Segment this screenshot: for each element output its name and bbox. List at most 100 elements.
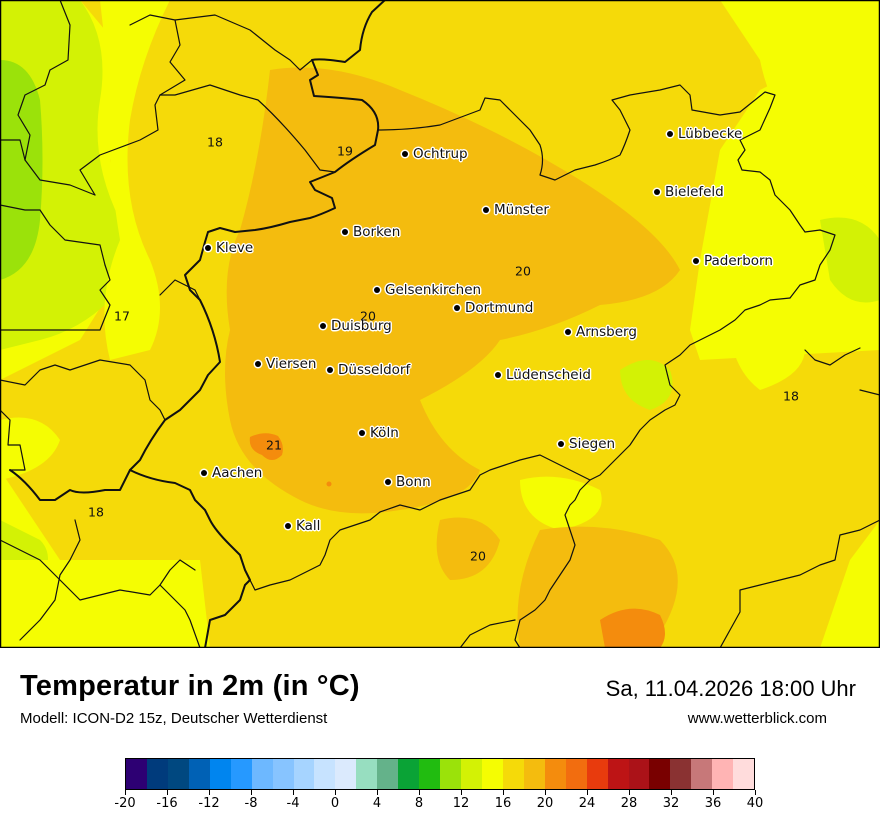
- colorbar-tick: [712, 790, 714, 795]
- city-dot-icon: [327, 367, 333, 373]
- colorbar-segment: [398, 759, 420, 789]
- colorbar-tick-label: -8: [244, 796, 258, 811]
- city-marker-viersen: Viersen: [255, 356, 316, 372]
- city-dot-icon: [454, 305, 460, 311]
- colorbar-segment: [565, 759, 587, 789]
- temperature-label: 20: [360, 308, 376, 324]
- map-title: Temperatur in 2m (in °C): [20, 670, 360, 702]
- colorbar-segment: [544, 759, 566, 789]
- colorbar-tick: [502, 790, 504, 795]
- city-dot-icon: [342, 229, 348, 235]
- city-dot-icon: [402, 151, 408, 157]
- city-dot-icon: [565, 329, 571, 335]
- colorbar-segment: [607, 759, 629, 789]
- colorbar-segment: [188, 759, 210, 789]
- temperature-colorbar: [125, 758, 755, 790]
- city-dot-icon: [205, 245, 211, 251]
- city-marker-paderborn: Paderborn: [693, 253, 773, 269]
- temperature-label: 20: [470, 548, 486, 564]
- city-marker-aachen: Aachen: [201, 465, 262, 481]
- temperature-label: 18: [207, 134, 223, 150]
- colorbar-tick: [334, 790, 336, 795]
- colorbar-segment: [146, 759, 168, 789]
- city-marker-kall: Kall: [285, 518, 320, 534]
- city-marker-siegen: Siegen: [558, 436, 615, 452]
- city-marker-arnsberg: Arnsberg: [565, 324, 637, 340]
- temperature-label: 18: [783, 388, 799, 404]
- city-marker-bonn: Bonn: [385, 474, 431, 490]
- colorbar-segment: [251, 759, 273, 789]
- city-marker-luebbecke: Lübbecke: [667, 126, 742, 142]
- colorbar-segment: [586, 759, 608, 789]
- colorbar-tick: [166, 790, 168, 795]
- colorbar-tick-label: -16: [156, 796, 178, 811]
- colorbar-tick-label: -12: [198, 796, 220, 811]
- city-marker-gelsenkirchen: Gelsenkirchen: [374, 282, 481, 298]
- colorbar-segment: [649, 759, 671, 789]
- city-dot-icon: [667, 131, 673, 137]
- city-dot-icon: [359, 430, 365, 436]
- colorbar-tick-label: 40: [746, 796, 764, 811]
- city-marker-luedenscheid: Lüdenscheid: [495, 367, 591, 383]
- colorbar-tick-label: 0: [330, 796, 340, 811]
- colorbar-tick: [460, 790, 462, 795]
- colorbar-segment: [628, 759, 650, 789]
- colorbar-segment: [126, 759, 147, 789]
- colorbar-segment: [209, 759, 231, 789]
- colorbar-tick-label: 8: [414, 796, 424, 811]
- city-marker-dortmund: Dortmund: [454, 300, 533, 316]
- colorbar-ticks: -20 -16 -12 -8 -4 0 4 8 12 16 20 24 28 32 36 40: [114, 790, 763, 820]
- website-link[interactable]: www.wetterblick.com: [687, 710, 827, 727]
- city-dot-icon: [201, 470, 207, 476]
- colorbar-tick: [124, 790, 126, 795]
- temperature-label: 17: [114, 308, 130, 324]
- colorbar-tick: [418, 790, 420, 795]
- colorbar-tick-label: 4: [372, 796, 382, 811]
- colorbar-segment: [712, 759, 734, 789]
- colorbar-tick-label: 32: [662, 796, 680, 811]
- city-dot-icon: [483, 207, 489, 213]
- city-dot-icon: [285, 523, 291, 529]
- colorbar-segment: [377, 759, 399, 789]
- colorbar-tick-label: 16: [494, 796, 512, 811]
- city-dot-icon: [693, 258, 699, 264]
- colorbar-segment: [272, 759, 294, 789]
- colorbar-segment: [502, 759, 524, 789]
- colorbar-segment: [167, 759, 189, 789]
- colorbar-tick-label: 12: [452, 796, 470, 811]
- city-marker-bielefeld: Bielefeld: [654, 184, 724, 200]
- colorbar-segment: [440, 759, 461, 789]
- colorbar-segment: [523, 759, 545, 789]
- colorbar-segment: [314, 759, 336, 789]
- temperature-label: 20: [515, 263, 531, 279]
- colorbar-segment: [230, 759, 252, 789]
- colorbar-segment: [733, 759, 755, 789]
- city-marker-duesseldorf: Düsseldorf: [327, 362, 410, 378]
- colorbar-tick: [250, 790, 252, 795]
- colorbar-segment: [293, 759, 315, 789]
- colorbar-segment: [691, 759, 713, 789]
- city-dot-icon: [495, 372, 501, 378]
- map-footer: Temperatur in 2m (in °C) Modell: ICON-D2…: [0, 648, 880, 830]
- colorbar-segment: [335, 759, 357, 789]
- colorbar-segment: [356, 759, 378, 789]
- temperature-label: 19: [337, 143, 353, 159]
- city-dot-icon: [385, 479, 391, 485]
- colorbar-tick: [376, 790, 378, 795]
- colorbar-segment: [670, 759, 692, 789]
- temperature-map: Ochtrup Lübbecke Bielefeld Münster Borke…: [0, 0, 880, 648]
- city-dot-icon: [374, 287, 380, 293]
- city-dot-icon: [320, 323, 326, 329]
- colorbar-segment: [481, 759, 503, 789]
- city-marker-koeln: Köln: [359, 425, 399, 441]
- colorbar-tick: [754, 790, 756, 795]
- colorbar-segment: [461, 759, 482, 789]
- colorbar-tick-label: 20: [536, 796, 554, 811]
- colorbar-tick-label: 28: [620, 796, 638, 811]
- colorbar-segment: [419, 759, 441, 789]
- forecast-datetime: Sa, 11.04.2026 18:00 Uhr: [605, 676, 856, 701]
- city-marker-muenster: Münster: [483, 202, 549, 218]
- city-marker-borken: Borken: [342, 224, 400, 240]
- colorbar-tick: [208, 790, 210, 795]
- temperature-field: [0, 0, 880, 648]
